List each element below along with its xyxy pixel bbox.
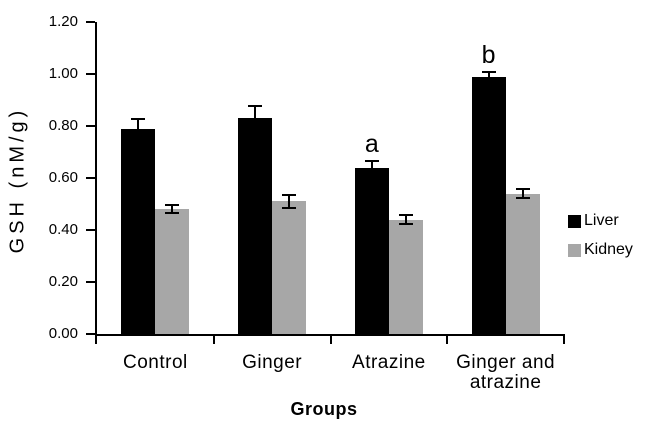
y-tick	[86, 73, 95, 75]
legend-item-liver: Liver	[568, 212, 633, 230]
category-label-ginger: Ginger	[242, 352, 303, 373]
bar-kidney-atrazine	[388, 219, 423, 334]
legend-label-liver: Liver	[584, 212, 619, 229]
error-bar-cap-bottom	[398, 222, 413, 225]
category-label-control: Control	[123, 352, 188, 373]
x-axis-line	[95, 334, 565, 336]
y-tick	[86, 125, 95, 127]
error-bar-cap-top	[515, 188, 530, 191]
error-bar-cap-top	[282, 193, 297, 196]
error-bar-cap-top	[165, 204, 180, 206]
legend: Liver Kidney	[568, 212, 633, 270]
error-bar-cap-top	[398, 214, 413, 217]
legend-swatch-kidney	[568, 243, 581, 257]
bar-kidney-control	[155, 209, 190, 334]
error-bar-stem	[254, 105, 257, 119]
error-bar-cap-top	[481, 71, 496, 74]
y-tick-label: 0.00	[48, 325, 78, 342]
error-bar-stem	[288, 193, 291, 210]
x-tick	[446, 336, 449, 344]
bar-kidney-ginger-and-atrazine	[505, 193, 540, 334]
bar-liver-atrazine	[354, 167, 389, 334]
y-tick	[86, 229, 95, 231]
error-bar-cap-bottom	[165, 212, 180, 215]
y-tick-label: 0.60	[48, 169, 78, 186]
error-bar-stem	[137, 118, 140, 129]
bar-liver-ginger	[238, 118, 273, 334]
error-bar-stem	[171, 204, 174, 215]
y-tick-label: 1.00	[48, 65, 78, 82]
legend-item-kidney: Kidney	[568, 241, 633, 259]
error-bar-stem	[404, 214, 407, 225]
y-tick-label: 0.40	[48, 221, 78, 238]
error-bar-cap-bottom	[515, 196, 530, 199]
annotation-b: b	[481, 41, 496, 70]
legend-swatch-liver	[568, 214, 581, 228]
error-bar-cap-bottom	[282, 207, 297, 210]
error-bar-stem	[370, 159, 373, 168]
x-axis-title: Groups	[290, 399, 358, 419]
bar-kidney-ginger	[272, 201, 307, 334]
bar-liver-ginger-and-atrazine	[471, 76, 506, 334]
x-tick	[329, 336, 332, 344]
y-tick	[86, 21, 95, 23]
y-tick	[86, 281, 95, 283]
bar-liver-control	[121, 128, 156, 334]
y-tick-label: 0.20	[48, 273, 78, 290]
x-tick	[563, 336, 565, 344]
legend-label-kidney: Kidney	[584, 241, 633, 258]
category-label-atrazine: Atrazine	[352, 352, 426, 373]
y-tick-label: 1.20	[48, 13, 78, 30]
annotation-a: a	[364, 129, 379, 158]
y-tick	[86, 333, 95, 335]
category-label-ginger-and-atrazine: Ginger and atrazine	[456, 352, 556, 393]
error-bar-cap-top	[364, 159, 379, 162]
error-bar-stem	[487, 71, 490, 77]
y-tick-label: 0.80	[48, 117, 78, 134]
x-tick	[212, 336, 215, 344]
error-bar-cap-top	[131, 118, 146, 121]
y-tick	[86, 177, 95, 179]
error-bar-cap-top	[248, 105, 263, 108]
error-bar-stem	[521, 188, 524, 199]
y-axis-line	[95, 22, 97, 344]
